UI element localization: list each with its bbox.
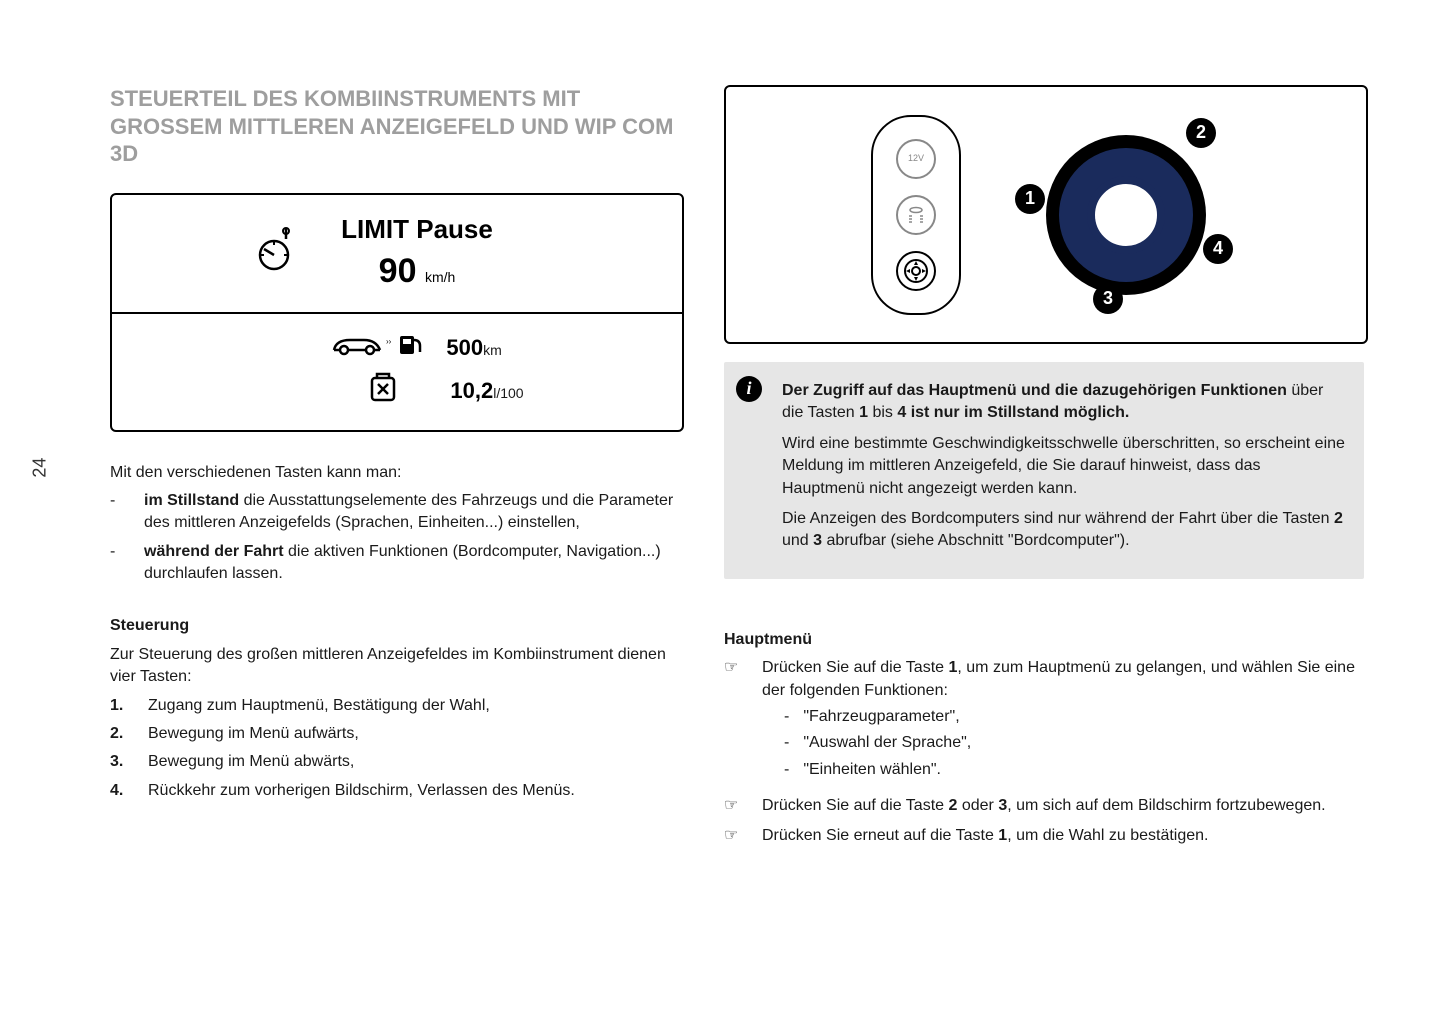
remote-light-button-icon	[896, 195, 936, 235]
list-item: "Einheiten wählen".	[784, 759, 1368, 781]
display-figure: LIMIT Pause 90 km/h	[110, 193, 684, 432]
info-icon: i	[736, 376, 762, 402]
page-content: STEUERTEIL DES KOMBIINSTRUMENTS MIT GROS…	[110, 85, 1360, 856]
limit-value: 90	[379, 252, 417, 290]
down-arrow-icon: ▽	[1121, 226, 1132, 246]
hauptmenu-heading: Hauptmenü	[724, 629, 1368, 651]
callout-4: 4	[1203, 234, 1233, 264]
list-item: während der Fahrt die aktiven Funktionen…	[110, 541, 684, 586]
hauptmenu-list: ☞ Drücken Sie auf die Taste 1, um zum Ha…	[724, 657, 1368, 848]
car-fuel-icon: ››	[330, 330, 426, 365]
list-item: 1.Zugang zum Hauptmenü, Bestätigung der …	[110, 695, 684, 717]
up-arrow-icon: △	[1121, 184, 1132, 204]
dpad-control-icon: △ ▽ ↵OK ↰ 1 2 3 4	[1031, 120, 1221, 310]
callout-3: 3	[1093, 284, 1123, 314]
list-item: ☞ Drücken Sie auf die Taste 1, um zum Ha…	[724, 657, 1368, 787]
info-line-2: Wird eine bestimmte Geschwindigkeitsschw…	[782, 433, 1346, 500]
list-item: ☞ Drücken Sie erneut auf die Taste 1, um…	[724, 825, 1368, 847]
speedometer-icon	[252, 227, 302, 280]
consumption-unit: l/100	[493, 385, 523, 401]
list-item: "Auswahl der Sprache",	[784, 732, 1368, 754]
steuerung-heading: Steuerung	[110, 615, 684, 637]
steuerung-intro: Zur Steuerung des großen mittleren Anzei…	[110, 644, 684, 689]
intro-bullet-list: im Stillstand die Ausstattungselemente d…	[110, 490, 684, 586]
list-item: 3.Bewegung im Menü abwärts,	[110, 751, 684, 773]
range-unit: km	[483, 342, 502, 358]
intro-text: Mit den verschiedenen Tasten kann man:	[110, 462, 684, 484]
limit-label: LIMIT Pause	[341, 211, 493, 247]
list-item: ☞ Drücken Sie auf die Taste 2 oder 3, um…	[724, 795, 1368, 817]
list-item: 4.Rückkehr zum vorherigen Bildschirm, Ve…	[110, 780, 684, 802]
remote-nav-button-icon	[896, 251, 936, 291]
list-item: 2.Bewegung im Menü aufwärts,	[110, 723, 684, 745]
consumption-value: 10,2	[450, 378, 493, 403]
remote-12v-button-icon: 12V	[896, 139, 936, 179]
info-box: i Der Zugriff auf das Hauptmenü und die …	[724, 362, 1364, 579]
svg-text:››: ››	[386, 337, 392, 346]
hauptmenu-sublist: "Fahrzeugparameter", "Auswahl der Sprach…	[762, 706, 1368, 781]
list-item: "Fahrzeugparameter",	[784, 706, 1368, 728]
callout-2: 2	[1186, 118, 1216, 148]
left-column: STEUERTEIL DES KOMBIINSTRUMENTS MIT GROS…	[110, 85, 684, 856]
controls-figure: 12V △ ▽ ↵OK ↰	[724, 85, 1368, 344]
consumption-icon	[368, 372, 398, 411]
hand-pointer-icon: ☞	[724, 825, 744, 847]
right-column: 12V △ ▽ ↵OK ↰	[724, 85, 1368, 856]
ok-label-icon: ↵OK	[1095, 207, 1107, 223]
page-title: STEUERTEIL DES KOMBIINSTRUMENTS MIT GROS…	[110, 85, 684, 168]
list-item: im Stillstand die Ausstattungselemente d…	[110, 490, 684, 535]
callout-1: 1	[1015, 184, 1045, 214]
info-line-3: Die Anzeigen des Bordcomputers sind nur …	[782, 508, 1346, 553]
info-line-1: Der Zugriff auf das Hauptmenü und die da…	[782, 380, 1346, 425]
hand-pointer-icon: ☞	[724, 795, 744, 817]
limit-unit: km/h	[425, 269, 455, 285]
page-number: 24	[27, 458, 52, 478]
steuerung-list: 1.Zugang zum Hauptmenü, Bestätigung der …	[110, 695, 684, 803]
back-arrow-icon: ↰	[1140, 203, 1153, 225]
remote-control-icon: 12V	[871, 115, 961, 315]
hand-pointer-icon: ☞	[724, 657, 744, 787]
range-value: 500	[446, 335, 483, 360]
